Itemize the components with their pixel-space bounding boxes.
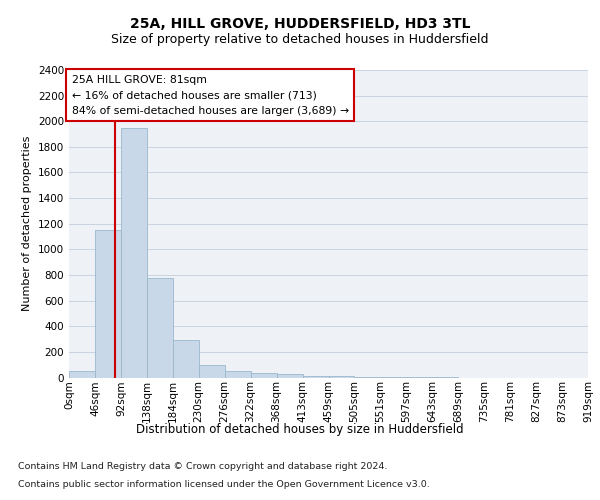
Bar: [95, 230, 121, 378]
Bar: [302, 376, 329, 378]
Bar: [329, 376, 355, 378]
Text: Contains public sector information licensed under the Open Government Licence v3: Contains public sector information licen…: [18, 480, 430, 489]
Bar: [251, 373, 277, 378]
Bar: [121, 128, 147, 378]
Bar: [277, 374, 302, 378]
Text: 25A HILL GROVE: 81sqm
← 16% of detached houses are smaller (713)
84% of semi-det: 25A HILL GROVE: 81sqm ← 16% of detached …: [71, 74, 349, 116]
Bar: [147, 278, 173, 378]
Bar: [69, 371, 95, 378]
Text: 25A, HILL GROVE, HUDDERSFIELD, HD3 3TL: 25A, HILL GROVE, HUDDERSFIELD, HD3 3TL: [130, 18, 470, 32]
Bar: [355, 377, 380, 378]
Bar: [173, 340, 199, 378]
Bar: [199, 364, 224, 378]
Text: Distribution of detached houses by size in Huddersfield: Distribution of detached houses by size …: [136, 422, 464, 436]
Y-axis label: Number of detached properties: Number of detached properties: [22, 136, 32, 312]
Bar: [225, 371, 251, 378]
Text: Contains HM Land Registry data © Crown copyright and database right 2024.: Contains HM Land Registry data © Crown c…: [18, 462, 388, 471]
Text: Size of property relative to detached houses in Huddersfield: Size of property relative to detached ho…: [111, 32, 489, 46]
